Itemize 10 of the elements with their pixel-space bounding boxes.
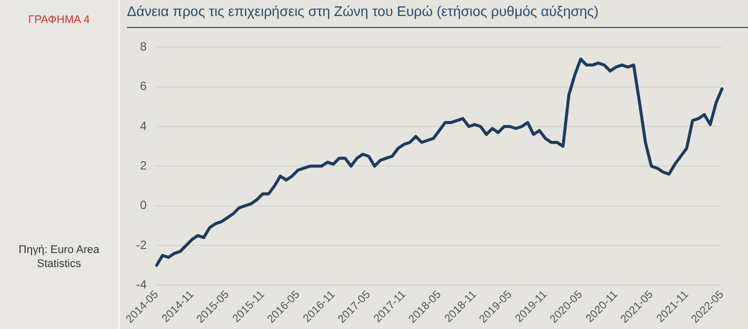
y-tick-label: -4 [136, 277, 147, 292]
y-tick-label: 8 [140, 40, 147, 54]
chart-title: Δάνεια προς τις επιχειρήσεις στη Ζώνη του Ευρώ (ετήσιος ρυθμός αύξησης) [127, 3, 748, 28]
y-tick-label: 6 [140, 79, 147, 94]
y-tick-label: 0 [140, 198, 147, 212]
text: ΓΡΑΦΗΜΑ 4 [27, 14, 91, 26]
y-tick-label: -2 [136, 238, 147, 252]
y-tick-label: 2 [140, 158, 147, 172]
y-tick-label: 4 [140, 118, 147, 133]
text: Πηγή: Euro Area Statistics [18, 243, 100, 271]
